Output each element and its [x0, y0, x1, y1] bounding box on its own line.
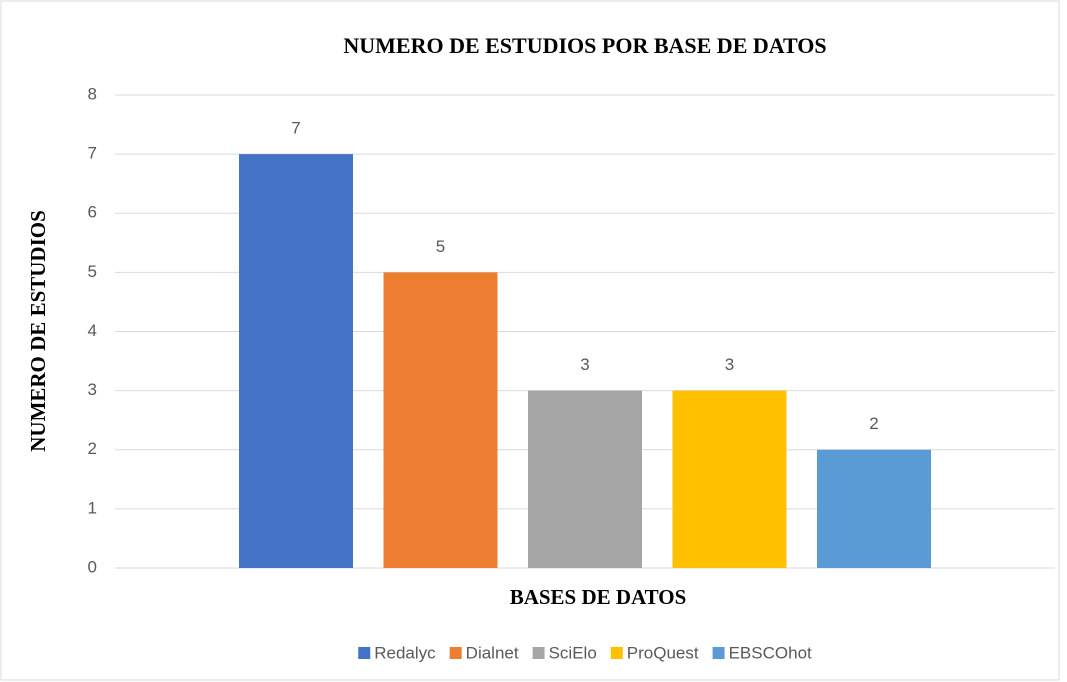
legend-label: ProQuest — [627, 643, 699, 662]
y-tick-label: 1 — [88, 498, 97, 517]
legend-swatch — [712, 647, 725, 659]
y-tick-label: 2 — [88, 439, 97, 458]
legend-swatch — [449, 647, 462, 659]
y-tick-label: 0 — [88, 557, 97, 576]
legend-label: Redalyc — [374, 643, 436, 662]
y-tick-label: 7 — [88, 144, 97, 163]
legend-swatch — [358, 647, 371, 659]
data-label: 7 — [291, 119, 300, 138]
bar — [383, 272, 498, 568]
bar — [672, 390, 787, 568]
y-tick-label: 6 — [88, 203, 97, 222]
data-label: 3 — [725, 355, 734, 374]
data-label: 3 — [580, 355, 589, 374]
legend-label: Dialnet — [466, 643, 519, 662]
data-label: 2 — [869, 414, 878, 433]
y-tick-label: 8 — [88, 84, 97, 103]
chart-title: NUMERO DE ESTUDIOS POR BASE DE DATOS — [343, 33, 826, 58]
legend-swatch — [532, 647, 545, 659]
bar — [528, 390, 642, 568]
bar — [817, 449, 931, 568]
bar — [239, 154, 353, 568]
y-axis-title: NUMERO DE ESTUDIOS — [26, 210, 50, 452]
y-tick-label: 3 — [88, 380, 97, 399]
legend-label: EBSCOhot — [729, 643, 812, 662]
y-tick-label: 5 — [88, 262, 97, 281]
y-tick-label: 4 — [88, 321, 97, 340]
data-label: 5 — [436, 237, 445, 256]
x-axis-title: BASES DE DATOS — [510, 585, 687, 609]
legend-swatch — [610, 647, 623, 659]
legend-label: SciElo — [549, 643, 597, 662]
